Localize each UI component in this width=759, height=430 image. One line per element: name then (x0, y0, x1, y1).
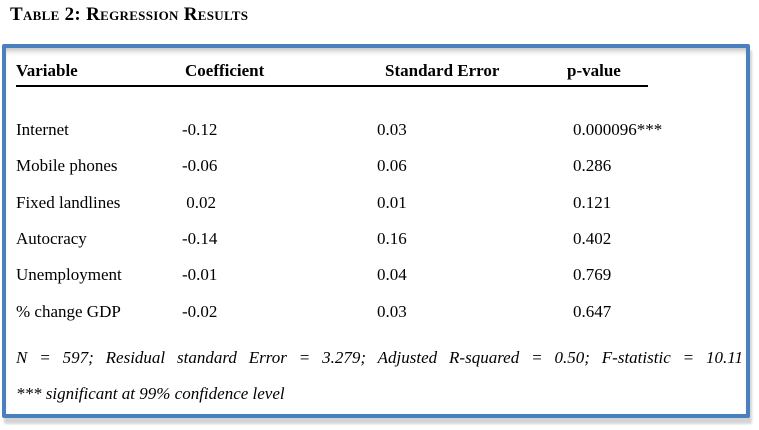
cell-variable: Mobile phones (16, 156, 118, 175)
model-statistics-note: N = 597; Residual standard Error = 3.279… (16, 348, 743, 367)
cell-standard-error: 0.06 (377, 156, 407, 175)
cell-standard-error: 0.01 (377, 193, 407, 212)
header-standard-error: Standard Error (385, 61, 500, 80)
cell-p-value: 0.647 (573, 302, 612, 321)
cell-p-value: 0.286 (573, 156, 612, 175)
cell-coefficient: -0.01 (182, 265, 218, 284)
header-variable: Variable (16, 61, 78, 80)
cell-coefficient: 0.02 (182, 193, 216, 212)
cell-variable: Internet (16, 120, 69, 139)
cell-coefficient: -0.12 (182, 120, 218, 139)
cell-variable: Autocracy (16, 229, 87, 248)
table-row: Internet -0.12 0.03 0.000096*** (16, 120, 736, 144)
cell-variable: Unemployment (16, 265, 122, 284)
cell-standard-error: 0.03 (377, 302, 407, 321)
header-coefficient: Coefficient (185, 61, 265, 80)
cell-p-value: 0.121 (573, 193, 612, 212)
significance-note: *** significant at 99% confidence level (16, 384, 285, 403)
table-row: Autocracy -0.14 0.16 0.402 (16, 229, 736, 253)
cell-standard-error: 0.04 (377, 265, 407, 284)
cell-coefficient: -0.06 (182, 156, 218, 175)
cell-standard-error: 0.16 (377, 229, 407, 248)
table-row: Fixed landlines 0.02 0.01 0.121 (16, 193, 736, 217)
table-row: Unemployment -0.01 0.04 0.769 (16, 265, 736, 289)
cell-coefficient: -0.02 (182, 302, 218, 321)
cell-standard-error: 0.03 (377, 120, 407, 139)
cell-p-value: 0.769 (573, 265, 612, 284)
cell-p-value: 0.000096*** (573, 120, 663, 139)
table-row: % change GDP -0.02 0.03 0.647 (16, 302, 736, 326)
cell-variable: Fixed landlines (16, 193, 121, 212)
table-header-row: Variable Coefficient Standard Error p-va… (16, 61, 648, 87)
table-title: Table 2: Regression Results (10, 4, 249, 25)
cell-p-value: 0.402 (573, 229, 612, 248)
header-p-value: p-value (567, 61, 621, 80)
cell-coefficient: -0.14 (182, 229, 218, 248)
cell-variable: % change GDP (16, 302, 121, 321)
table-row: Mobile phones -0.06 0.06 0.286 (16, 156, 736, 180)
regression-results-table: Variable Coefficient Standard Error p-va… (2, 44, 750, 418)
